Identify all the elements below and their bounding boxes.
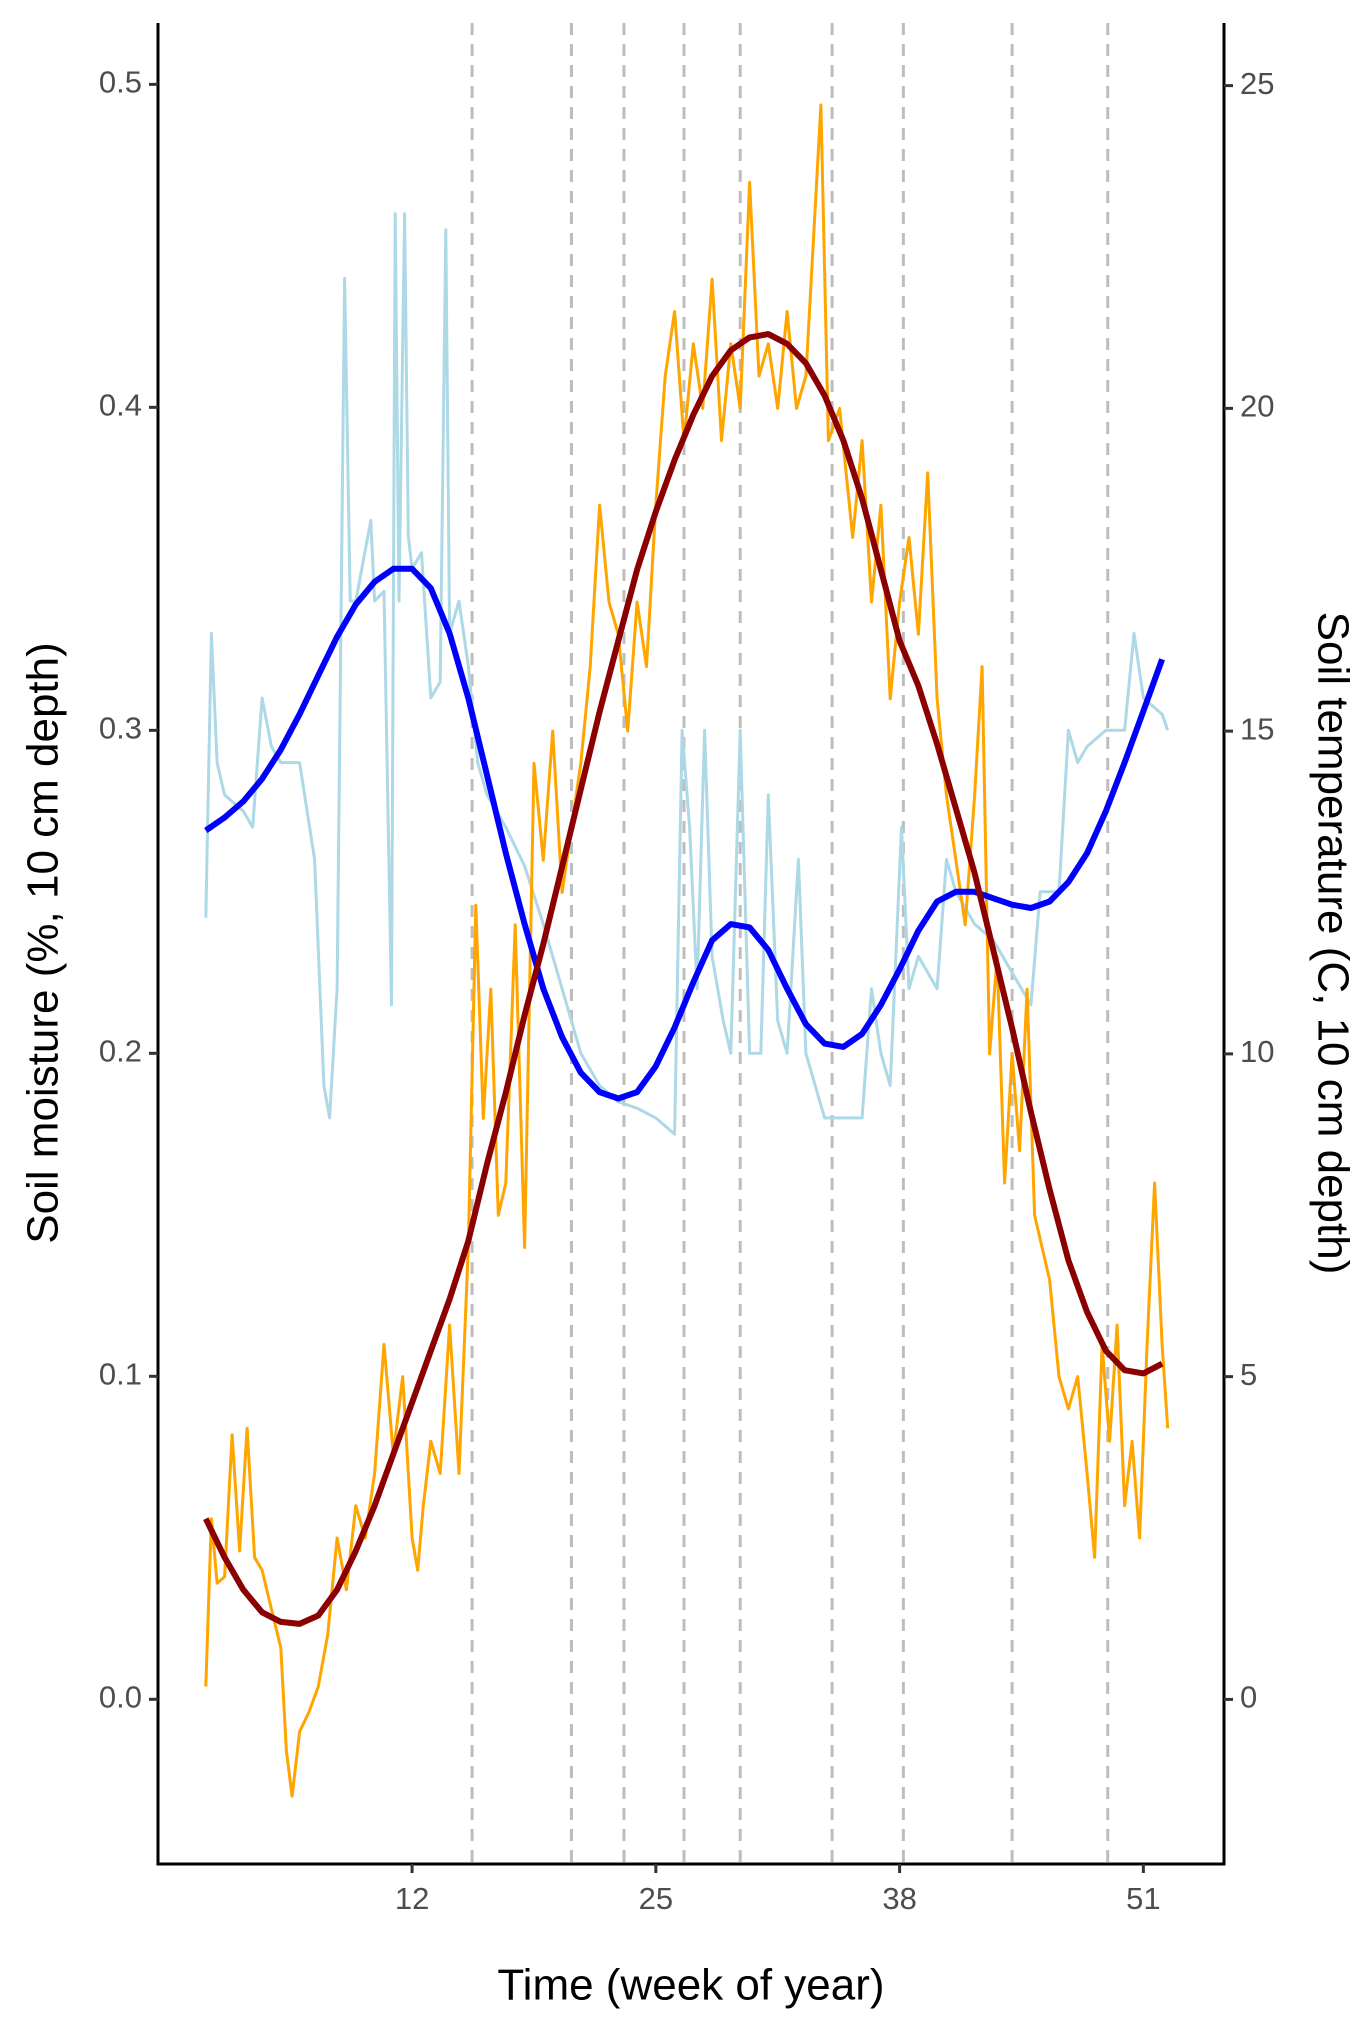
- y-axis-title: Soil moisture (%, 10 cm depth): [19, 642, 68, 1244]
- x-tick-label: 12: [395, 1881, 429, 1916]
- x-axis-title: Time (week of year): [497, 1961, 884, 2010]
- x-tick-label: 25: [639, 1881, 673, 1916]
- y2-tick-label: 20: [1240, 389, 1274, 424]
- y2-tick-label: 10: [1240, 1034, 1274, 1069]
- y2-tick-label: 15: [1240, 711, 1274, 746]
- series-line: [203, 331, 1164, 1627]
- series-line: [204, 565, 1165, 1102]
- y-tick-label: 0.1: [99, 1356, 142, 1391]
- series-line: [204, 103, 1170, 1798]
- y2-tick-label: 25: [1240, 66, 1274, 101]
- y-tick-label: 0.4: [99, 388, 142, 423]
- y-tick-label: 0.5: [99, 65, 142, 100]
- y-tick-label: 0.2: [99, 1034, 142, 1069]
- y2-tick-label: 5: [1240, 1357, 1257, 1392]
- y-tick-label: 0.0: [99, 1679, 142, 1714]
- series-line: [204, 212, 1170, 1136]
- y2-tick-label: 0: [1240, 1680, 1257, 1715]
- y2-axis-title: Soil temperature (C, 10 cm depth): [1308, 612, 1357, 1275]
- x-tick-label: 38: [882, 1881, 916, 1916]
- x-tick-label: 51: [1126, 1881, 1160, 1916]
- y-tick-label: 0.3: [99, 711, 142, 746]
